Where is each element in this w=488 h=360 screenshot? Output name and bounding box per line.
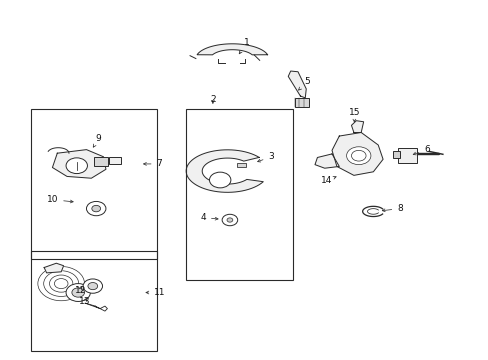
- Bar: [109, 157, 121, 164]
- Bar: [30, 251, 157, 351]
- Bar: [186, 109, 292, 280]
- Bar: [237, 163, 245, 167]
- Polygon shape: [52, 150, 106, 178]
- Polygon shape: [314, 154, 339, 168]
- Text: 12: 12: [74, 285, 86, 294]
- Circle shape: [222, 214, 237, 226]
- Polygon shape: [197, 44, 267, 55]
- Polygon shape: [287, 71, 305, 98]
- Circle shape: [72, 288, 84, 297]
- Text: 15: 15: [348, 108, 359, 122]
- Text: 4: 4: [200, 213, 218, 222]
- Circle shape: [66, 284, 90, 301]
- Circle shape: [83, 279, 102, 293]
- Circle shape: [226, 218, 232, 222]
- Text: 5: 5: [298, 77, 309, 90]
- Polygon shape: [44, 263, 63, 273]
- Text: 9: 9: [93, 134, 102, 147]
- Circle shape: [209, 172, 230, 188]
- Circle shape: [92, 205, 101, 212]
- Circle shape: [88, 283, 98, 290]
- Circle shape: [86, 202, 106, 216]
- Text: 14: 14: [320, 176, 335, 185]
- Text: 13: 13: [79, 297, 91, 306]
- Bar: [30, 109, 157, 258]
- Text: 3: 3: [257, 152, 274, 162]
- Circle shape: [66, 158, 87, 174]
- Polygon shape: [331, 132, 382, 175]
- Text: 2: 2: [210, 95, 215, 104]
- Text: 8: 8: [382, 204, 402, 213]
- Bar: [392, 151, 399, 158]
- Text: 6: 6: [412, 145, 429, 155]
- Text: 10: 10: [46, 195, 73, 204]
- Polygon shape: [186, 150, 263, 192]
- Polygon shape: [351, 121, 363, 132]
- Text: 1: 1: [239, 38, 249, 54]
- Bar: [294, 98, 308, 107]
- Text: 7: 7: [143, 159, 162, 168]
- Bar: [397, 148, 416, 163]
- Text: 11: 11: [146, 288, 165, 297]
- Circle shape: [351, 150, 366, 161]
- Circle shape: [346, 147, 370, 165]
- Bar: [94, 157, 108, 166]
